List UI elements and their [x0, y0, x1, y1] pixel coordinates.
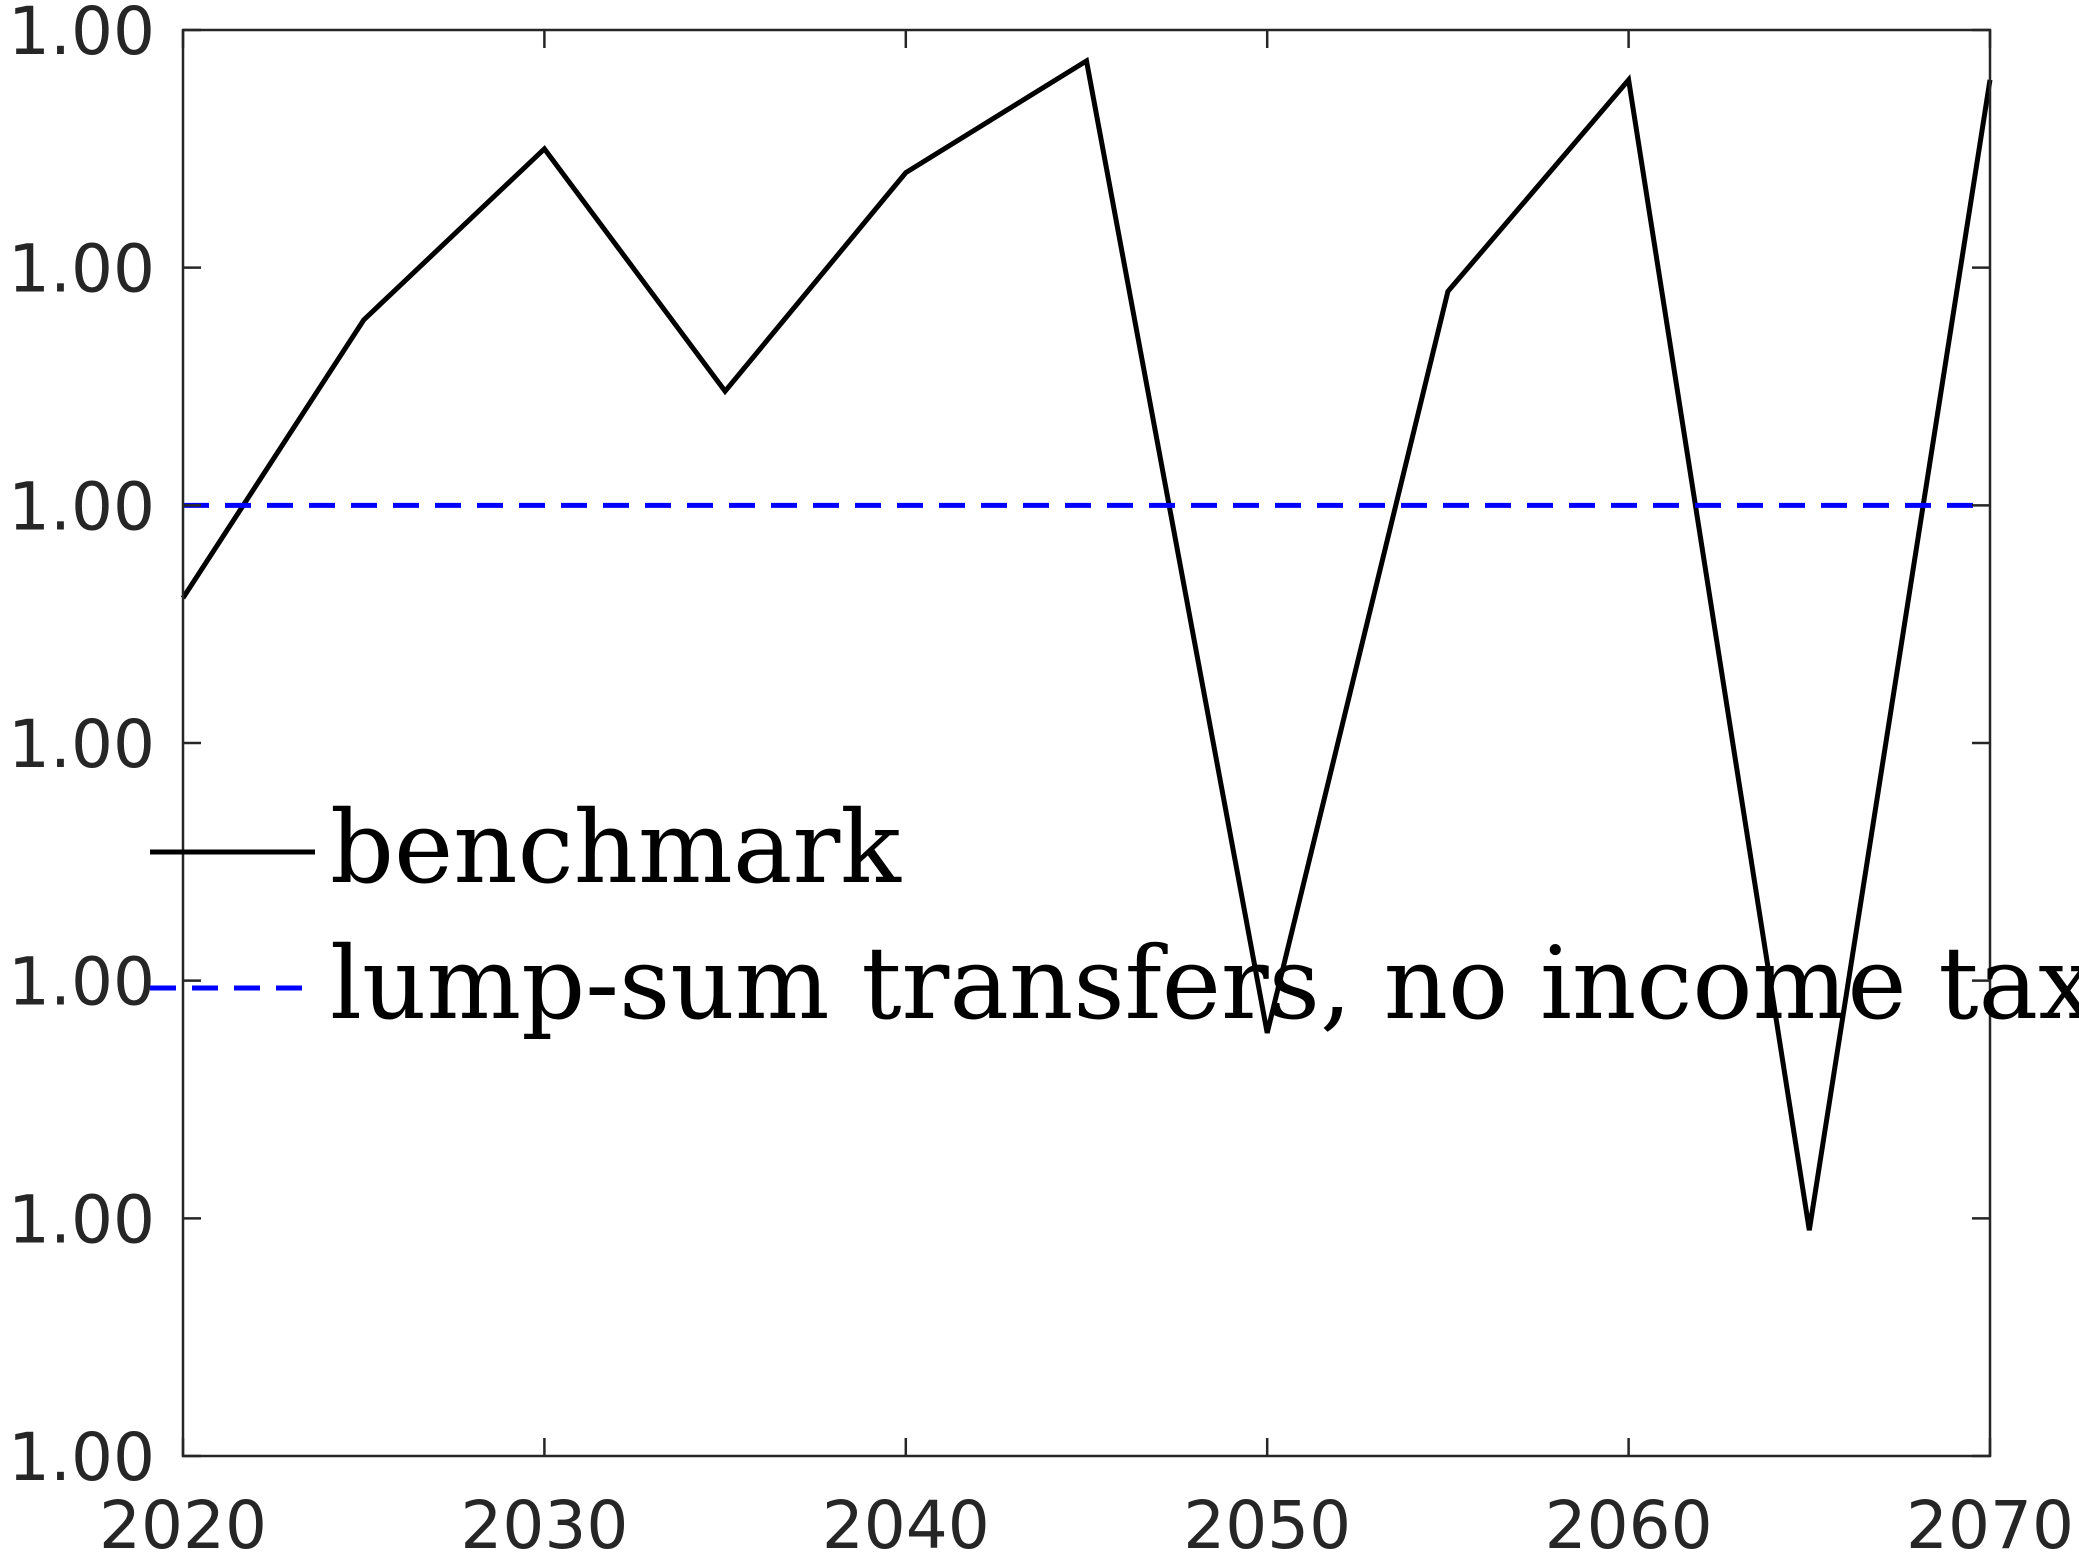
y-tick-label: 1.00 — [8, 1419, 155, 1496]
series-line-1 — [180, 56, 1993, 1231]
x-tick-label: 2030 — [460, 1487, 628, 1554]
x-tick-label: 2070 — [1906, 1487, 2074, 1554]
y-tick-label: 1.00 — [8, 706, 155, 783]
y-tick-label: 1.00 — [8, 0, 155, 70]
y-tick-label: 1.00 — [8, 231, 155, 308]
legend: benchmark lump-sum transfers, no income t… — [150, 789, 2079, 1042]
x-tick-label: 2040 — [822, 1487, 990, 1554]
plot-area-frame — [181, 28, 1992, 1458]
y-tick-label: 1.00 — [8, 468, 155, 545]
series-layer — [180, 56, 1993, 1231]
x-tick-label: 2020 — [99, 1487, 267, 1554]
legend-label-2: lump-sum transfers, no income tax — [330, 925, 2079, 1042]
x-tick-label: 2050 — [1183, 1487, 1351, 1554]
y-tick-label: 1.00 — [8, 944, 155, 1021]
y-tick-label: 1.00 — [8, 1181, 155, 1258]
x-tick-label: 2060 — [1545, 1487, 1713, 1554]
legend-label-1: benchmark — [330, 789, 902, 906]
axis-ticks: 2020 2030 2040 2050 2060 2070 1.00 1.00 1.00 1.00… — [8, 0, 2074, 1554]
